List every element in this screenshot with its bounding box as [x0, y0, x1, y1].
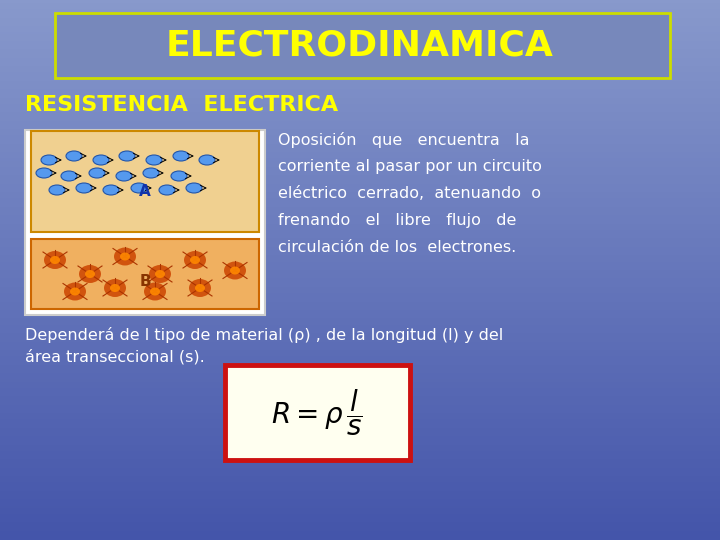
Ellipse shape — [44, 251, 66, 269]
Ellipse shape — [85, 270, 95, 278]
Ellipse shape — [224, 261, 246, 280]
Ellipse shape — [143, 168, 159, 178]
Ellipse shape — [76, 183, 92, 193]
Text: circulación de los  electrones.: circulación de los electrones. — [278, 240, 516, 255]
Text: Dependerá de l tipo de material (ρ) , de la longitud (l) y del: Dependerá de l tipo de material (ρ) , de… — [25, 327, 503, 343]
Bar — [25, 130, 265, 315]
Ellipse shape — [66, 151, 82, 161]
Text: A: A — [139, 184, 151, 199]
Ellipse shape — [79, 265, 101, 283]
Ellipse shape — [131, 183, 147, 193]
Ellipse shape — [41, 155, 57, 165]
Ellipse shape — [119, 151, 135, 161]
Ellipse shape — [89, 168, 105, 178]
Ellipse shape — [186, 183, 202, 193]
Ellipse shape — [144, 282, 166, 300]
Bar — [31, 131, 259, 232]
Ellipse shape — [149, 265, 171, 283]
Text: ELECTRODINAMICA: ELECTRODINAMICA — [166, 28, 554, 62]
Ellipse shape — [110, 284, 120, 292]
Text: $R = \rho\,\dfrac{l}{s}$: $R = \rho\,\dfrac{l}{s}$ — [271, 388, 363, 438]
Ellipse shape — [159, 185, 175, 195]
Text: B: B — [139, 274, 150, 289]
Ellipse shape — [120, 253, 130, 260]
Ellipse shape — [171, 171, 187, 181]
Ellipse shape — [173, 151, 189, 161]
Ellipse shape — [114, 247, 136, 266]
Ellipse shape — [189, 279, 211, 297]
Ellipse shape — [199, 155, 215, 165]
Bar — [31, 239, 259, 309]
Ellipse shape — [36, 168, 52, 178]
Ellipse shape — [150, 287, 160, 295]
Bar — [55, 13, 670, 78]
Ellipse shape — [195, 284, 205, 292]
Ellipse shape — [116, 171, 132, 181]
Text: RESISTENCIA  ELECTRICA: RESISTENCIA ELECTRICA — [25, 95, 338, 115]
Ellipse shape — [61, 171, 77, 181]
Ellipse shape — [49, 185, 65, 195]
Text: eléctrico  cerrado,  atenuando  o: eléctrico cerrado, atenuando o — [278, 186, 541, 201]
Ellipse shape — [184, 251, 206, 269]
Text: Oposición   que   encuentra   la: Oposición que encuentra la — [278, 132, 529, 148]
Text: área transeccional (s).: área transeccional (s). — [25, 349, 204, 364]
Ellipse shape — [190, 256, 200, 264]
Ellipse shape — [64, 282, 86, 300]
Text: corriente al pasar por un circuito: corriente al pasar por un circuito — [278, 159, 542, 174]
Ellipse shape — [50, 256, 60, 264]
Ellipse shape — [104, 279, 126, 297]
Text: frenando   el   libre   flujo   de: frenando el libre flujo de — [278, 213, 516, 228]
Bar — [225, 365, 410, 460]
Ellipse shape — [103, 185, 119, 195]
Ellipse shape — [70, 287, 80, 295]
Ellipse shape — [230, 267, 240, 274]
Ellipse shape — [146, 155, 162, 165]
Ellipse shape — [155, 270, 165, 278]
Ellipse shape — [93, 155, 109, 165]
